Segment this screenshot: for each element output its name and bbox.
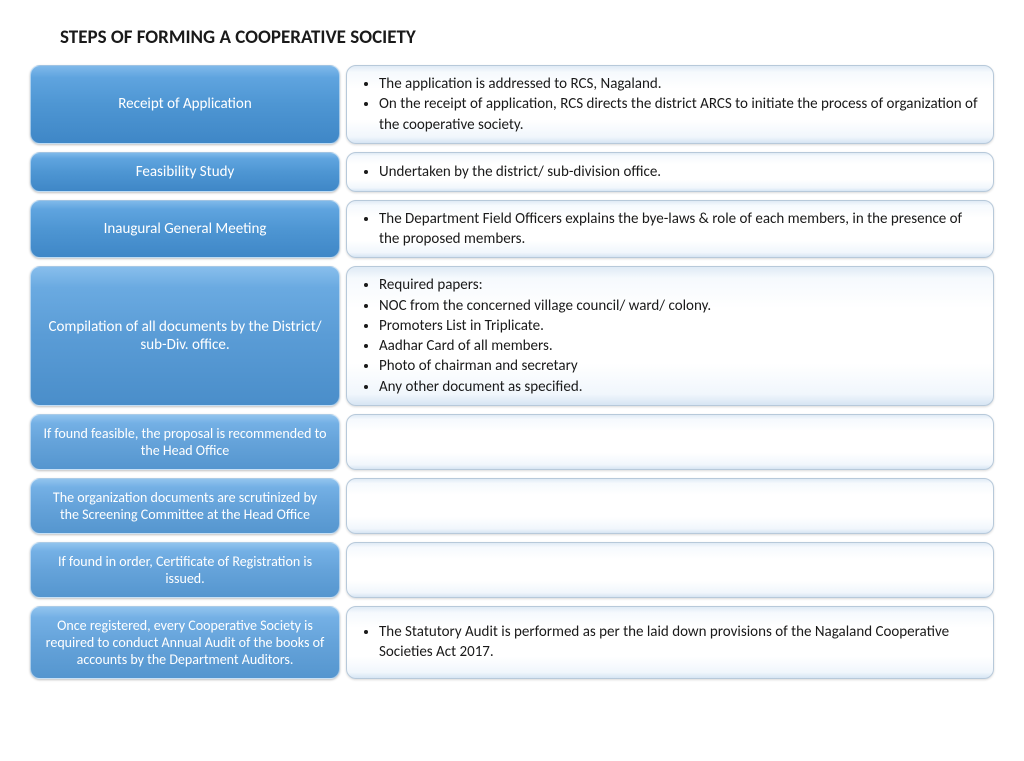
step-label: Compilation of all documents by the Dist… bbox=[30, 266, 340, 406]
step-detail: The application is addressed to RCS, Nag… bbox=[346, 65, 994, 144]
bullet-item: Promoters List in Triplicate. bbox=[379, 316, 711, 336]
bullet-list: The Statutory Audit is performed as per … bbox=[361, 622, 979, 663]
step-label: Receipt of Application bbox=[30, 65, 340, 144]
step-detail: Undertaken by the district/ sub-division… bbox=[346, 152, 994, 192]
bullet-item: The Department Field Officers explains t… bbox=[379, 209, 979, 250]
step-label: The organization documents are scrutiniz… bbox=[30, 478, 340, 534]
bullet-item: Required papers: bbox=[379, 275, 711, 295]
bullet-list: The Department Field Officers explains t… bbox=[361, 209, 979, 250]
step-row: Receipt of Application The application is… bbox=[30, 65, 994, 144]
bullet-item: The Statutory Audit is performed as per … bbox=[379, 622, 979, 663]
page-title: STEPS OF FORMING A COOPERATIVE SOCIETY bbox=[60, 26, 994, 49]
step-row: Feasibility Study Undertaken by the distr… bbox=[30, 152, 994, 192]
steps-container: Receipt of Application The application is… bbox=[30, 65, 994, 679]
step-detail bbox=[346, 478, 994, 534]
bullet-item: Any other document as specified. bbox=[379, 377, 711, 397]
step-row: Compilation of all documents by the Dist… bbox=[30, 266, 994, 406]
bullet-item: The application is addressed to RCS, Nag… bbox=[379, 74, 979, 94]
step-row: If found in order, Certificate of Regist… bbox=[30, 542, 994, 598]
bullet-item: NOC from the concerned village council/ … bbox=[379, 296, 711, 316]
bullet-item: Aadhar Card of all members. bbox=[379, 336, 711, 356]
step-row: The organization documents are scrutiniz… bbox=[30, 478, 994, 534]
bullet-item: On the receipt of application, RCS direc… bbox=[379, 94, 979, 135]
step-label: Once registered, every Cooperative Socie… bbox=[30, 606, 340, 679]
step-detail bbox=[346, 414, 994, 470]
step-label: Feasibility Study bbox=[30, 152, 340, 192]
step-row: Inaugural General Meeting The Department … bbox=[30, 200, 994, 259]
step-label: Inaugural General Meeting bbox=[30, 200, 340, 259]
step-detail: Required papers:NOC from the concerned v… bbox=[346, 266, 994, 406]
step-detail: The Statutory Audit is performed as per … bbox=[346, 606, 994, 679]
step-row: Once registered, every Cooperative Socie… bbox=[30, 606, 994, 679]
bullet-list: The application is addressed to RCS, Nag… bbox=[361, 74, 979, 135]
step-detail: The Department Field Officers explains t… bbox=[346, 200, 994, 259]
bullet-item: Photo of chairman and secretary bbox=[379, 356, 711, 376]
bullet-item: Undertaken by the district/ sub-division… bbox=[379, 162, 661, 182]
bullet-list: Required papers:NOC from the concerned v… bbox=[361, 275, 711, 397]
step-label: If found in order, Certificate of Regist… bbox=[30, 542, 340, 598]
bullet-list: Undertaken by the district/ sub-division… bbox=[361, 162, 661, 182]
step-row: If found feasible, the proposal is recom… bbox=[30, 414, 994, 470]
step-detail bbox=[346, 542, 994, 598]
step-label: If found feasible, the proposal is recom… bbox=[30, 414, 340, 470]
